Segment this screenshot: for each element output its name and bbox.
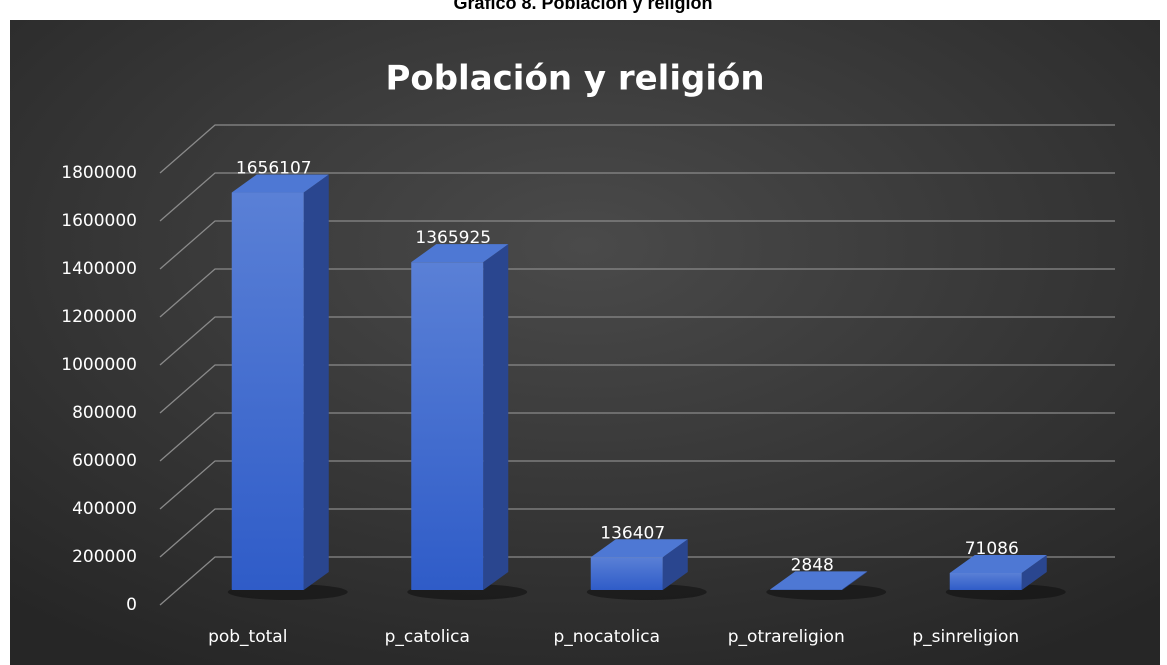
bar-side — [303, 174, 329, 591]
x-tick-label: p_nocatolica — [553, 627, 660, 647]
y-tick-label: 600000 — [72, 451, 137, 471]
y-tick-label: 200000 — [72, 547, 137, 567]
bar — [231, 192, 304, 591]
grid-line — [159, 556, 1115, 606]
y-tick-label: 1600000 — [61, 211, 137, 231]
bar-side — [842, 571, 868, 590]
bar-top — [411, 244, 509, 263]
data-label: 71086 — [965, 539, 1019, 559]
y-tick-label: 800000 — [72, 403, 137, 423]
y-tick-label: 1000000 — [61, 355, 137, 375]
data-label: 2848 — [791, 555, 834, 575]
grid-line — [159, 268, 1115, 318]
bar-top — [590, 539, 688, 558]
y-tick-label: 1200000 — [61, 307, 137, 327]
bar-top — [949, 554, 1047, 573]
chart-title: Población y religión — [385, 59, 764, 99]
data-label: 136407 — [600, 523, 665, 543]
grid-line — [159, 412, 1115, 462]
bar — [770, 589, 843, 590]
data-label: 1365925 — [415, 228, 491, 248]
x-tick-label: p_catolica — [385, 627, 470, 647]
bar — [590, 557, 663, 590]
bar-side — [1021, 554, 1047, 590]
grid-line — [159, 364, 1115, 414]
bar-top — [231, 174, 329, 193]
grid-line — [159, 508, 1115, 558]
y-tick-label: 1400000 — [61, 259, 137, 279]
bar — [411, 262, 484, 590]
x-tick-label: p_otrareligion — [728, 627, 845, 647]
bar-side — [662, 539, 688, 590]
bar-top — [770, 571, 868, 590]
grid-line — [159, 172, 1115, 222]
x-tick-label: p_sinreligion — [912, 627, 1019, 647]
caption: Gráfico 8. Población y religión — [453, 0, 712, 13]
data-label: 1656107 — [236, 159, 312, 179]
x-tick-label: pob_total — [208, 627, 287, 647]
grid-line — [159, 124, 1115, 174]
grid-line — [159, 220, 1115, 270]
y-tick-label: 0 — [126, 595, 137, 615]
y-tick-label: 1800000 — [61, 163, 137, 183]
y-tick-label: 400000 — [72, 499, 137, 519]
grid-line — [159, 460, 1115, 510]
bar-side — [483, 244, 509, 591]
grid-line — [159, 316, 1115, 366]
bar — [949, 572, 1022, 590]
